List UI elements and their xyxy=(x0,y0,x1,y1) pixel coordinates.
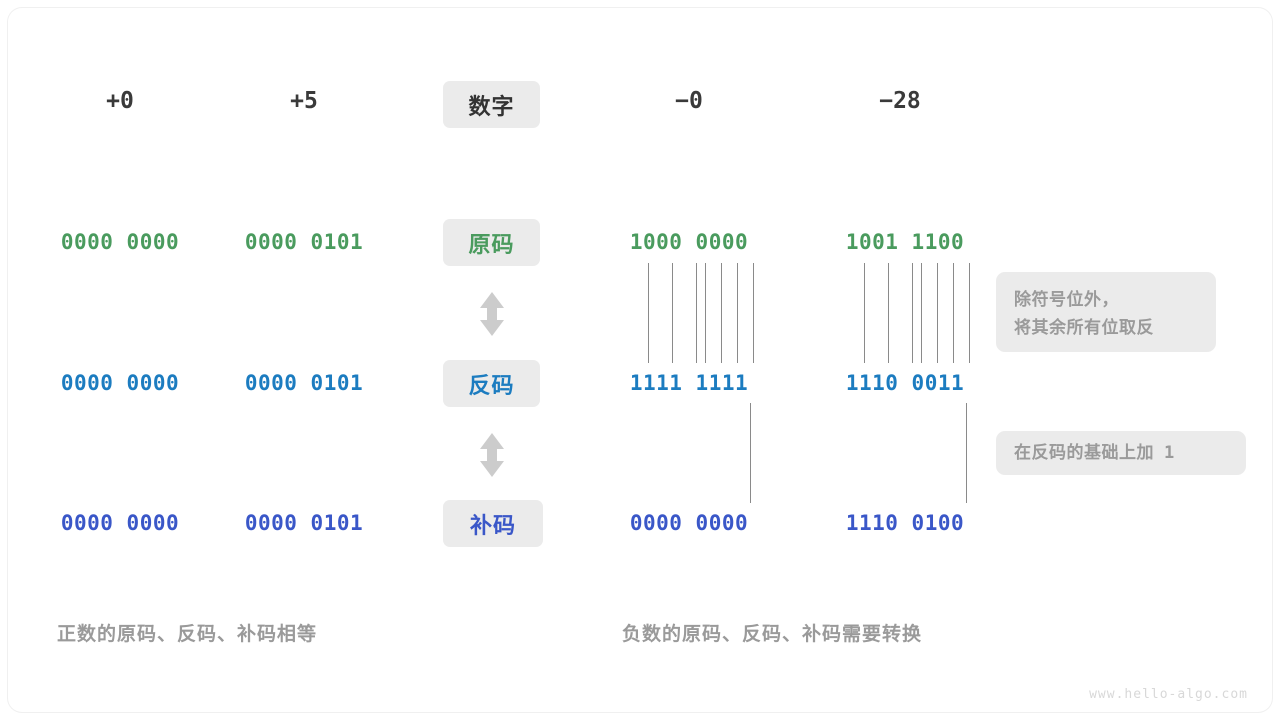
connector-line xyxy=(953,263,954,363)
connector-line xyxy=(937,263,938,363)
cell-ones-complement-neg-zero: 1111 1111 xyxy=(629,371,749,395)
connector-line-lsb xyxy=(966,403,967,503)
cell-twos-complement-pos-zero: 0000 0000 xyxy=(60,511,180,535)
column-header-neg-twentyeight: −28 xyxy=(879,88,921,114)
connector-line xyxy=(648,263,649,363)
connector-line xyxy=(696,263,697,363)
cell-ones-complement-pos-five: 0000 0101 xyxy=(244,371,364,395)
row-label-ones-complement: 反码 xyxy=(443,360,540,407)
note-invert-bits: 除符号位外， 将其余所有位取反 xyxy=(996,272,1216,352)
diagram-card xyxy=(8,8,1272,712)
cell-twos-complement-neg-zero: 0000 0000 xyxy=(629,511,749,535)
caption-positive: 正数的原码、反码、补码相等 xyxy=(57,623,318,645)
cell-true-form-neg-twentyeight: 1001 1100 xyxy=(845,230,965,254)
cell-true-form-neg-zero: 1000 0000 xyxy=(629,230,749,254)
column-header-neg-zero: −0 xyxy=(675,88,703,114)
column-header-pos-five: +5 xyxy=(290,88,318,114)
row-label-number: 数字 xyxy=(443,81,540,128)
arrow-ones-to-twos-icon xyxy=(476,431,508,484)
connector-line xyxy=(921,263,922,363)
cell-ones-complement-pos-zero: 0000 0000 xyxy=(60,371,180,395)
arrow-true-to-ones-icon xyxy=(476,290,508,343)
connector-line xyxy=(737,263,738,363)
column-header-pos-zero: +0 xyxy=(106,88,134,114)
note-invert-line2: 将其余所有位取反 xyxy=(1014,318,1154,338)
note-invert-line1: 除符号位外， xyxy=(1014,290,1119,310)
watermark: www.hello-algo.com xyxy=(1089,687,1248,702)
row-label-twos-complement-text: 补码 xyxy=(469,513,516,539)
connector-line xyxy=(888,263,889,363)
cell-twos-complement-pos-five: 0000 0101 xyxy=(244,511,364,535)
connector-line xyxy=(705,263,706,363)
row-label-true-form: 原码 xyxy=(443,219,540,266)
connector-line-lsb xyxy=(750,403,751,503)
connector-line xyxy=(969,263,970,363)
row-label-number-text: 数字 xyxy=(468,94,515,120)
cell-true-form-pos-zero: 0000 0000 xyxy=(60,230,180,254)
connector-line xyxy=(912,263,913,363)
cell-true-form-pos-five: 0000 0101 xyxy=(244,230,364,254)
note-add-one-text: 在反码的基础上加 xyxy=(1014,443,1154,463)
row-label-twos-complement: 补码 xyxy=(443,500,543,547)
connector-line xyxy=(864,263,865,363)
cell-twos-complement-neg-twentyeight: 1110 0100 xyxy=(845,511,965,535)
row-label-true-form-text: 原码 xyxy=(468,232,515,258)
connector-line xyxy=(672,263,673,363)
row-label-ones-complement-text: 反码 xyxy=(468,373,515,399)
note-add-one: 在反码的基础上加 1 xyxy=(996,431,1246,475)
connector-line xyxy=(721,263,722,363)
note-add-one-value: 1 xyxy=(1164,443,1175,463)
connector-line xyxy=(753,263,754,363)
cell-ones-complement-neg-twentyeight: 1110 0011 xyxy=(845,371,965,395)
caption-negative: 负数的原码、反码、补码需要转换 xyxy=(622,623,923,645)
